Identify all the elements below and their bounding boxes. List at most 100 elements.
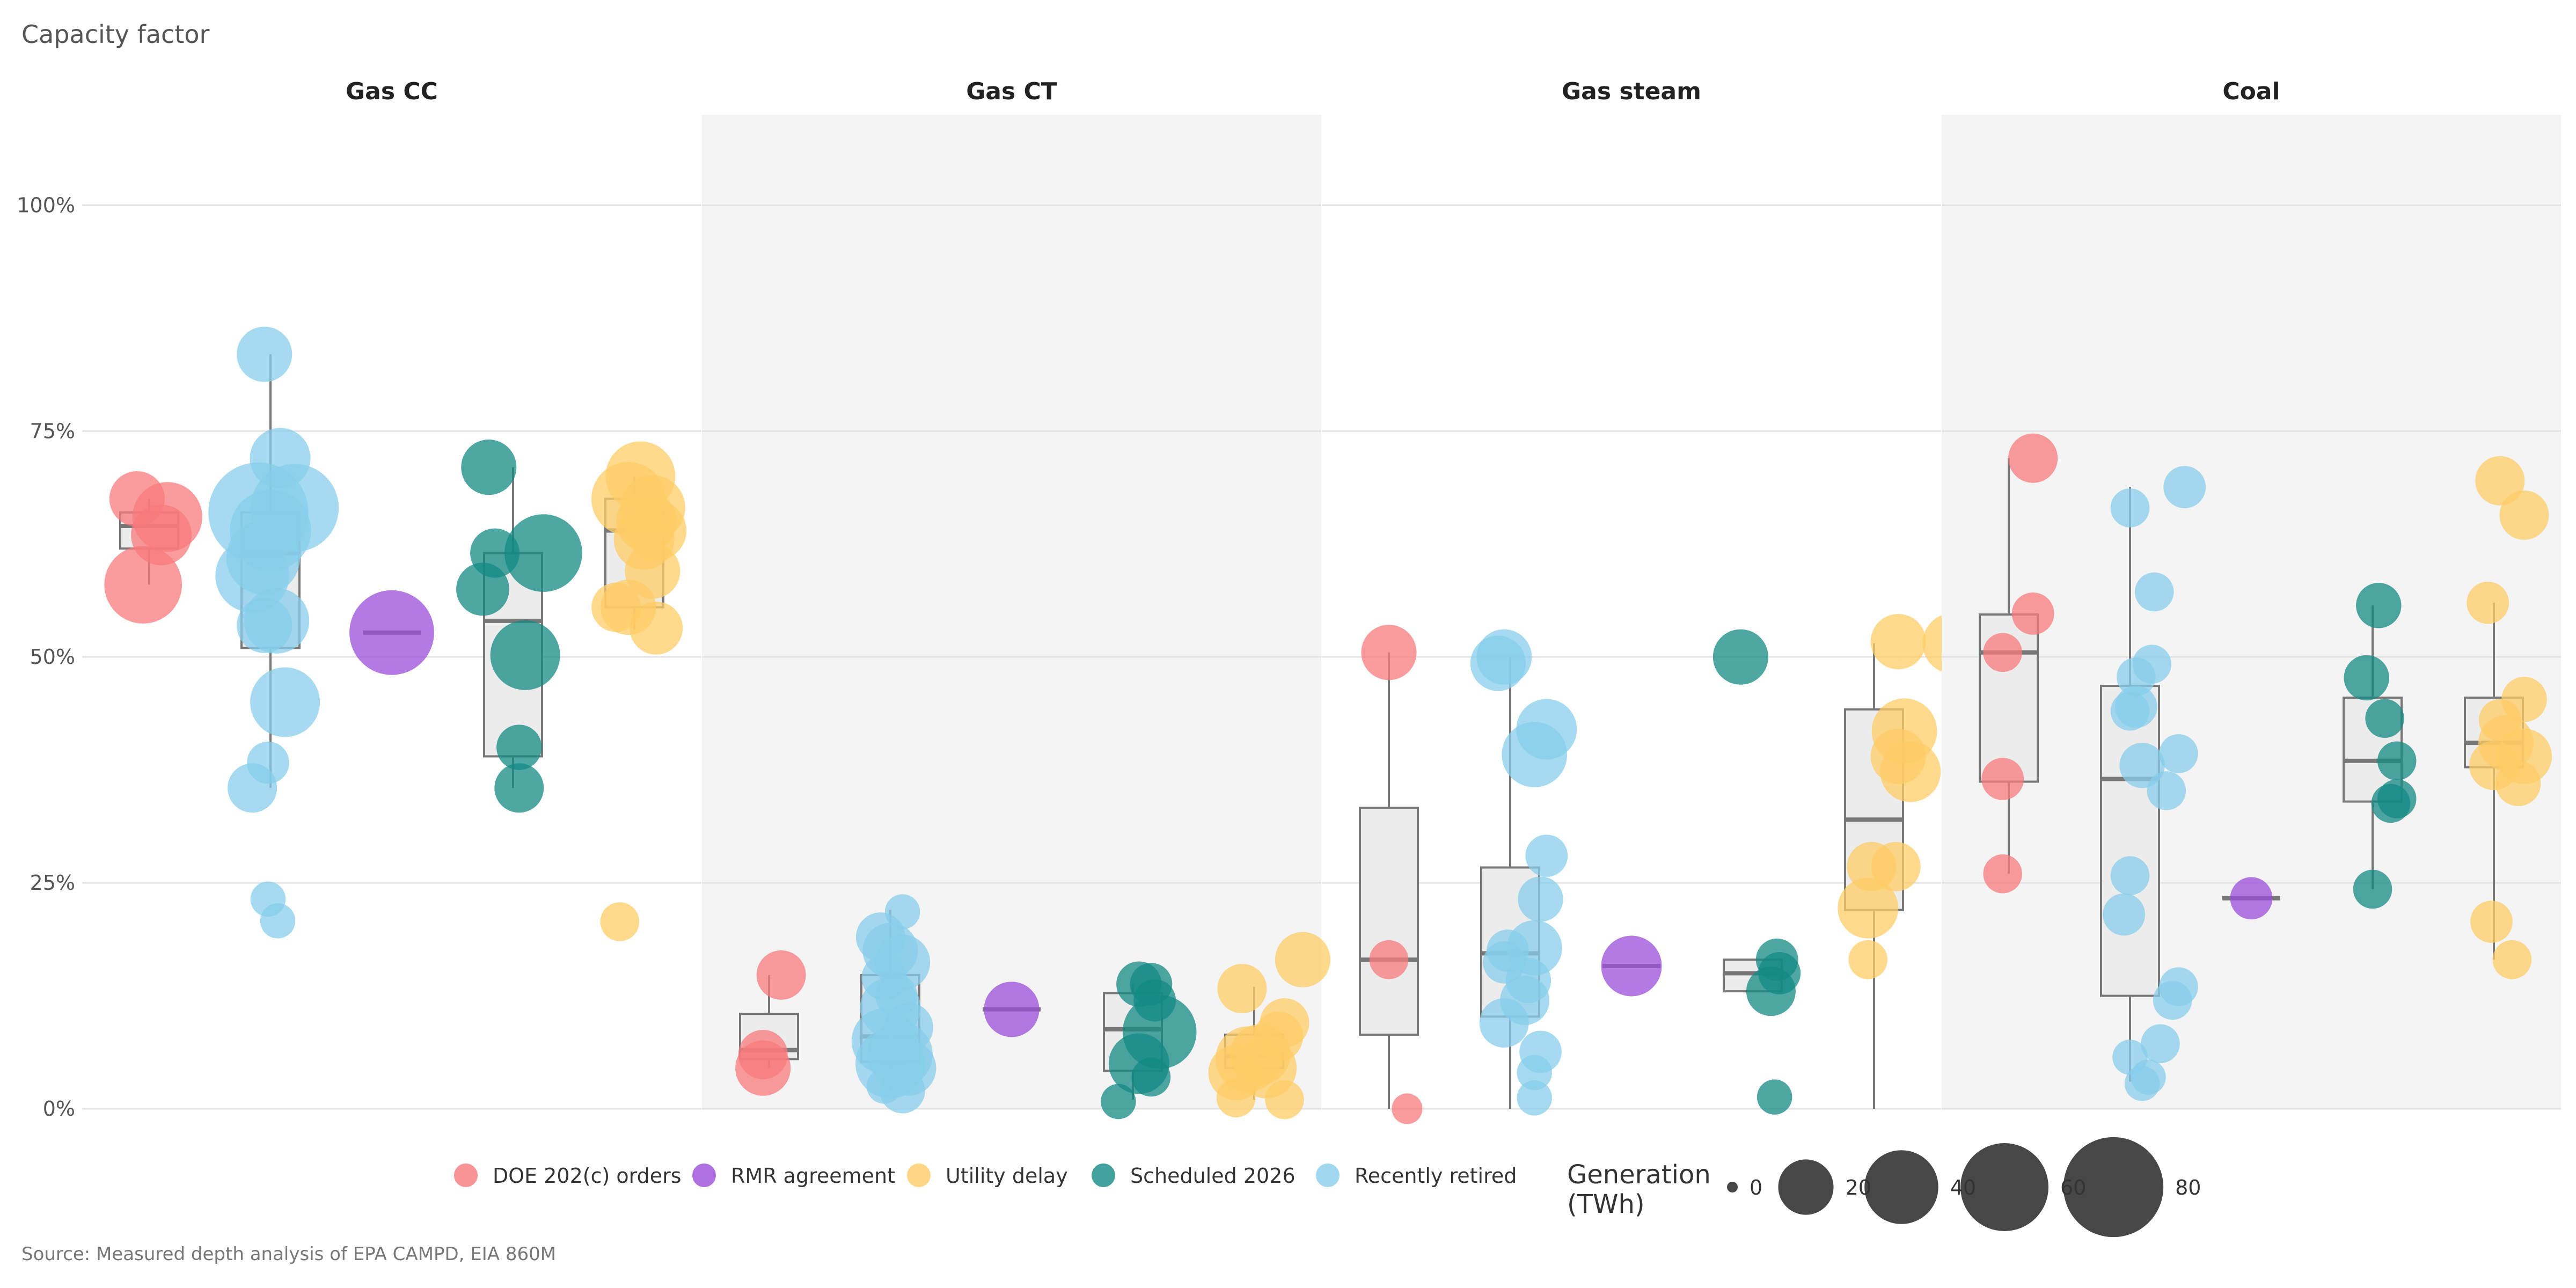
point-recently-retired — [250, 667, 320, 737]
point-scheduled-2026 — [2377, 741, 2417, 781]
point-rmr-agreement — [1601, 935, 1662, 997]
size-legend-circle — [1864, 1150, 1938, 1224]
point-doe-202-c-orders — [756, 950, 806, 1000]
legend-swatch-scheduled-2026 — [1092, 1163, 1115, 1187]
size-legend-circle — [1727, 1182, 1738, 1192]
point-scheduled-2026 — [490, 620, 560, 690]
point-doe-202-c-orders — [735, 1040, 791, 1096]
point-recently-retired — [2124, 1066, 2160, 1101]
point-scheduled-2026 — [1713, 629, 1768, 685]
point-recently-retired — [1525, 835, 1568, 877]
point-recently-retired — [2110, 488, 2150, 528]
y-tick-label: 25% — [30, 871, 75, 895]
facet-gas-cc: Gas CC — [82, 78, 701, 1110]
size-legend-circle — [1960, 1143, 2048, 1231]
point-utility-delay — [2467, 581, 2509, 624]
point-recently-retired — [237, 326, 292, 382]
point-utility-delay — [600, 902, 640, 941]
point-recently-retired — [1502, 722, 1568, 787]
point-scheduled-2026 — [2356, 583, 2402, 628]
point-scheduled-2026 — [1746, 967, 1796, 1016]
point-recently-retired — [1479, 998, 1529, 1048]
point-utility-delay — [2499, 490, 2549, 540]
point-recently-retired — [2110, 856, 2150, 895]
legend-label-doe-202-c-orders: DOE 202(c) orders — [493, 1164, 682, 1188]
facet-panels: Gas CC Gas CT Gas steam Coal 0% 25% 50% 75% 100% — [17, 78, 2561, 1124]
point-scheduled-2026 — [2344, 655, 2389, 701]
point-doe-202-c-orders — [1983, 854, 2022, 894]
point-scheduled-2026 — [456, 562, 509, 616]
point-recently-retired — [1470, 635, 1526, 691]
point-rmr-agreement — [2230, 877, 2273, 920]
y-tick-label: 75% — [30, 419, 75, 443]
point-utility-delay — [1871, 841, 1921, 891]
point-scheduled-2026 — [461, 440, 517, 495]
size-legend-circle — [2063, 1137, 2164, 1238]
point-scheduled-2026 — [2353, 869, 2392, 909]
point-recently-retired — [237, 597, 292, 653]
point-doe-202-c-orders — [1361, 625, 1417, 680]
point-recently-retired — [1517, 1080, 1552, 1116]
point-utility-delay — [1870, 613, 1926, 670]
point-recently-retired — [2134, 572, 2174, 612]
point-recently-retired — [2110, 691, 2150, 731]
y-tick-label: 100% — [17, 193, 75, 217]
point-recently-retired — [2141, 1024, 2180, 1064]
facet-title-coal: Coal — [2222, 78, 2280, 105]
point-utility-delay — [1265, 1080, 1304, 1119]
y-axis-title: Capacity factor — [21, 20, 210, 49]
size-legend-label: 80 — [2175, 1176, 2201, 1199]
point-recently-retired — [260, 903, 296, 939]
facet-gas-ct-background — [702, 115, 1321, 1109]
legend-label-rmr-agreement: RMR agreement — [731, 1164, 895, 1188]
size-legend-label: 0 — [1750, 1176, 1762, 1199]
box-recently-retired — [2100, 685, 2160, 997]
point-recently-retired — [2147, 771, 2186, 810]
legend-swatch-recently-retired — [1316, 1163, 1340, 1187]
legend-label-scheduled-2026: Scheduled 2026 — [1130, 1164, 1296, 1188]
point-scheduled-2026 — [1131, 1057, 1171, 1097]
point-utility-delay — [630, 601, 683, 655]
box-doe-202-c-orders — [1359, 807, 1419, 1036]
point-recently-retired — [228, 763, 277, 813]
size-legend-title-line2: (TWh) — [1567, 1189, 1645, 1219]
point-recently-retired — [1517, 1055, 1552, 1091]
point-scheduled-2026 — [2371, 784, 2411, 823]
point-recently-retired — [2153, 980, 2192, 1020]
point-scheduled-2026 — [1101, 1084, 1136, 1119]
legend-swatch-doe-202-c-orders — [454, 1163, 478, 1187]
point-doe-202-c-orders — [2011, 592, 2054, 635]
point-recently-retired — [2117, 657, 2156, 697]
size-legend-circle — [1778, 1159, 1834, 1215]
point-utility-delay — [2475, 456, 2525, 506]
point-rmr-agreement — [349, 590, 434, 675]
point-rmr-agreement — [984, 982, 1040, 1037]
point-recently-retired — [1518, 876, 1563, 922]
point-recently-retired — [880, 1068, 925, 1114]
point-scheduled-2026 — [2365, 699, 2404, 738]
point-doe-202-c-orders — [1981, 758, 2024, 800]
facet-gas-steam: Gas steam — [1322, 78, 1984, 1124]
point-utility-delay — [1880, 741, 1941, 802]
point-utility-delay — [591, 582, 641, 632]
point-utility-delay — [1275, 932, 1330, 987]
point-scheduled-2026 — [494, 763, 544, 813]
point-recently-retired — [2163, 466, 2206, 509]
point-scheduled-2026 — [504, 514, 582, 592]
facet-title-gas-steam: Gas steam — [1562, 78, 1701, 105]
facet-title-gas-ct: Gas CT — [966, 78, 1057, 105]
point-doe-202-c-orders — [1983, 633, 2022, 672]
point-utility-delay — [1216, 1078, 1256, 1118]
facet-title-gas-cc: Gas CC — [346, 78, 438, 105]
point-doe-202-c-orders — [1369, 940, 1409, 979]
point-utility-delay — [1217, 964, 1267, 1014]
point-doe-202-c-orders — [1392, 1093, 1423, 1124]
y-tick-label: 50% — [30, 645, 75, 669]
point-doe-202-c-orders — [2008, 433, 2058, 483]
y-tick-label: 0% — [43, 1097, 75, 1121]
point-recently-retired — [2103, 893, 2146, 936]
legend-swatch-rmr-agreement — [692, 1163, 716, 1187]
point-utility-delay — [1848, 940, 1887, 979]
facet-gas-ct: Gas CT — [702, 78, 1330, 1119]
